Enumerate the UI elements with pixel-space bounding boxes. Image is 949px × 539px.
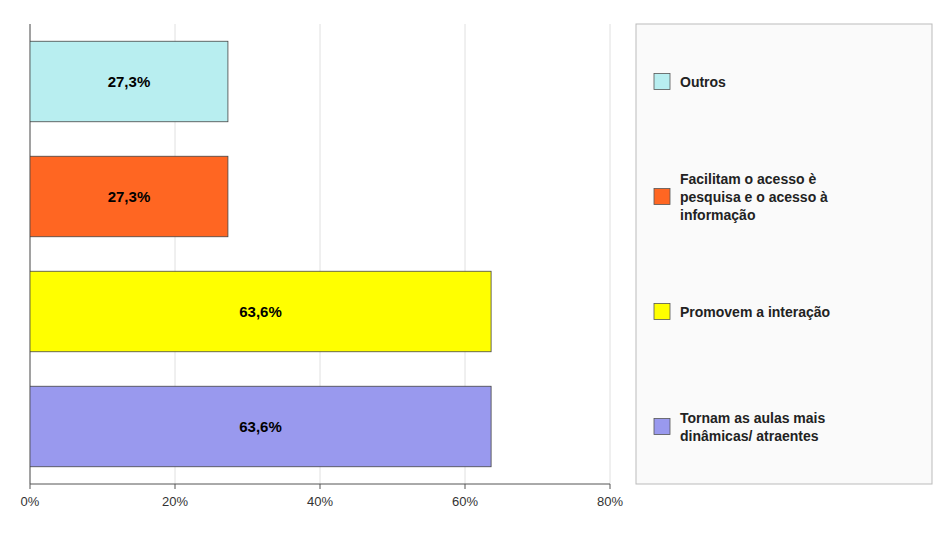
bar [30,156,228,237]
bar [30,271,491,352]
tick-mark [465,484,466,489]
data-label: 27,3% [108,188,151,205]
x-axis: 0% 20% 40% 60% 80% [21,24,624,509]
chart: 0% 20% 40% 60% 80% 63,6% 63,6% 27,3% 27,3% Outros… [0,0,949,539]
axis-line [30,484,610,485]
grid-line [610,24,611,484]
tick-label: 80% [597,494,623,509]
legend-box [636,24,932,484]
tick-mark [320,484,321,489]
bars [30,41,491,467]
legend-swatch [654,304,670,320]
background [0,0,949,539]
tick-mark [610,484,611,489]
tick-label: 40% [307,494,333,509]
legend-label: Promovem a interação [680,304,830,320]
data-label: 63,6% [239,303,282,320]
data-labels: 63,6% 63,6% 27,3% 27,3% [108,73,282,435]
bar [30,386,491,467]
legend-swatch [654,419,670,435]
legend-label: Facilitam o acesso èpesquisa e o acesso … [680,171,828,223]
tick-label: 60% [452,494,478,509]
legend-label: Tornam as aulas maisdinâmicas/ atraentes [680,410,825,444]
legend-swatch [654,189,670,205]
tick-label: 0% [21,494,40,509]
grid [30,24,610,484]
tick-label: 20% [162,494,188,509]
data-label: 27,3% [108,73,151,90]
legend-swatch [654,74,670,90]
bar [30,41,228,122]
legend: Outros Facilitam o acesso èpesquisa e o a… [636,24,932,484]
tick-mark [175,484,176,489]
data-label: 63,6% [239,418,282,435]
tick-mark [30,484,31,489]
legend-label: Outros [680,74,726,90]
